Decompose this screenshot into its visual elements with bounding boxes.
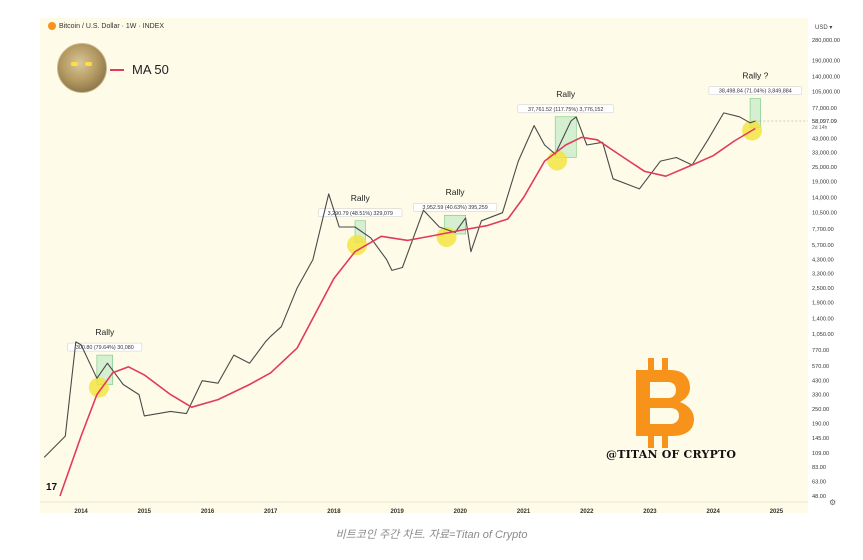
y-tick-label: 2,500.00: [812, 286, 834, 292]
rally-measure-label: 37,761.52 (117.75%) 3,776,152: [528, 107, 603, 113]
price-line: [43, 112, 756, 458]
rally-title: Rally: [556, 89, 576, 99]
rally-measure-box: [708, 86, 802, 95]
rally-measure-label: 300.80 (79.64%) 30,080: [76, 345, 134, 351]
x-tick-label: 2014: [74, 509, 88, 513]
currency-label: USD: [815, 25, 828, 31]
y-tick-label: 4,300.00: [812, 258, 834, 264]
figure-caption: 비트코인 주간 차트. 자료=Titan of Crypto: [335, 529, 528, 541]
current-price-label: 58,097.09: [812, 119, 837, 125]
y-tick-label: 250.00: [812, 407, 829, 413]
x-tick-label: 2023: [643, 509, 657, 513]
y-tick-label: 83.00: [812, 465, 826, 471]
rally-measure-box: [67, 342, 143, 352]
y-tick-label: 77,000.00: [812, 106, 837, 112]
y-tick-label: 5,700.00: [812, 243, 834, 249]
y-tick-label: 14,000.00: [812, 196, 837, 202]
symbol-header: Bitcoin / U.S. Dollar · 1W · INDEX: [48, 22, 164, 30]
rally-measure-label: 3,290.79 (48.51%) 329,079: [328, 211, 393, 217]
x-tick-label: 2021: [517, 509, 531, 513]
x-tick-label: 2024: [707, 509, 721, 513]
x-tick-label: 2016: [201, 509, 215, 513]
y-tick-label: 330.00: [812, 393, 829, 399]
x-tick-label: 2022: [580, 509, 594, 513]
y-tick-label: 105,000.00: [812, 90, 840, 96]
rally-measure-box: [517, 104, 614, 114]
rally-title: Rally: [95, 327, 115, 337]
chevron-down-icon: ▾: [829, 25, 833, 31]
y-tick-label: 140,000.00: [812, 74, 840, 80]
current-price-countdown: 2d 14h: [812, 125, 828, 131]
symbol-title: Bitcoin / U.S. Dollar · 1W · INDEX: [59, 22, 165, 30]
y-tick-label: 1,900.00: [812, 301, 834, 307]
y-tick-label: 430.00: [812, 379, 829, 385]
legend: MA 50: [110, 62, 169, 77]
currency-select[interactable]: USD ▾: [815, 24, 832, 31]
ma50-line: [59, 127, 756, 497]
rally-start-marker: [346, 235, 367, 256]
y-tick-label: 43,000.00: [812, 137, 837, 143]
y-tick-label: 770.00: [812, 348, 829, 354]
y-tick-label: 48.00: [812, 494, 826, 500]
tradingview-logo: 17: [46, 482, 58, 493]
bitcoin-icon: [48, 22, 56, 30]
y-tick-label: 145.00: [812, 436, 829, 442]
y-tick-label: 33,000.00: [812, 150, 837, 156]
bitcoin-logo-icon: [636, 358, 694, 448]
y-tick-label: 1,400.00: [812, 317, 834, 323]
author-avatar: [57, 43, 107, 93]
x-tick-label: 2015: [138, 509, 152, 513]
watermark: @TITAN OF CRYPTO: [606, 448, 737, 461]
y-tick-label: 3,300.00: [812, 272, 834, 278]
price-axis-panel: [808, 18, 851, 513]
ma-label: MA 50: [132, 62, 169, 77]
y-tick-label: 25,000.00: [812, 165, 837, 171]
ma-line-swatch: [110, 68, 124, 71]
y-tick-label: 190.00: [812, 422, 829, 428]
rally-title: Rally: [351, 193, 371, 203]
y-tick-label: 109.00: [812, 451, 829, 457]
rally-measure-box: [318, 208, 403, 218]
chart-panel[interactable]: 280,000.00 190,000.00 140,000.00 105,000.00…: [40, 18, 851, 513]
y-tick-label: 280,000.00: [812, 38, 840, 44]
gear-icon[interactable]: ⚙: [829, 498, 837, 507]
x-tick-label: 2018: [327, 509, 341, 513]
x-tick-label: 2019: [390, 509, 404, 513]
rally-start-marker: [547, 150, 568, 171]
y-tick-label: 1,050.00: [812, 332, 834, 338]
y-tick-label: 63.00: [812, 480, 826, 486]
avatar-eye-right: [85, 62, 92, 66]
y-tick-label: 570.00: [812, 364, 829, 370]
y-tick-label: 7,700.00: [812, 227, 834, 233]
rally-start-marker: [88, 377, 109, 398]
rally-title: Rally: [446, 187, 466, 197]
x-tick-label: 2017: [264, 509, 278, 513]
x-tick-label: 2025: [770, 509, 784, 513]
avatar-eye-left: [71, 62, 78, 66]
x-tick-label: 2020: [454, 509, 468, 513]
rally-title: Rally ?: [742, 71, 768, 81]
y-tick-label: 19,000.00: [812, 179, 837, 185]
rally-measure-label: 38,498.84 (71.04%) 3,849,884: [719, 89, 792, 95]
y-tick-label: 190,000.00: [812, 58, 840, 64]
price-chart[interactable]: 280,000.00 190,000.00 140,000.00 105,000.00…: [40, 18, 851, 513]
rally-measure-box: [413, 202, 498, 212]
y-tick-label: 10,500.00: [812, 211, 837, 217]
rally-measure-label: 3,952.59 (40.63%) 395,259: [422, 205, 487, 211]
